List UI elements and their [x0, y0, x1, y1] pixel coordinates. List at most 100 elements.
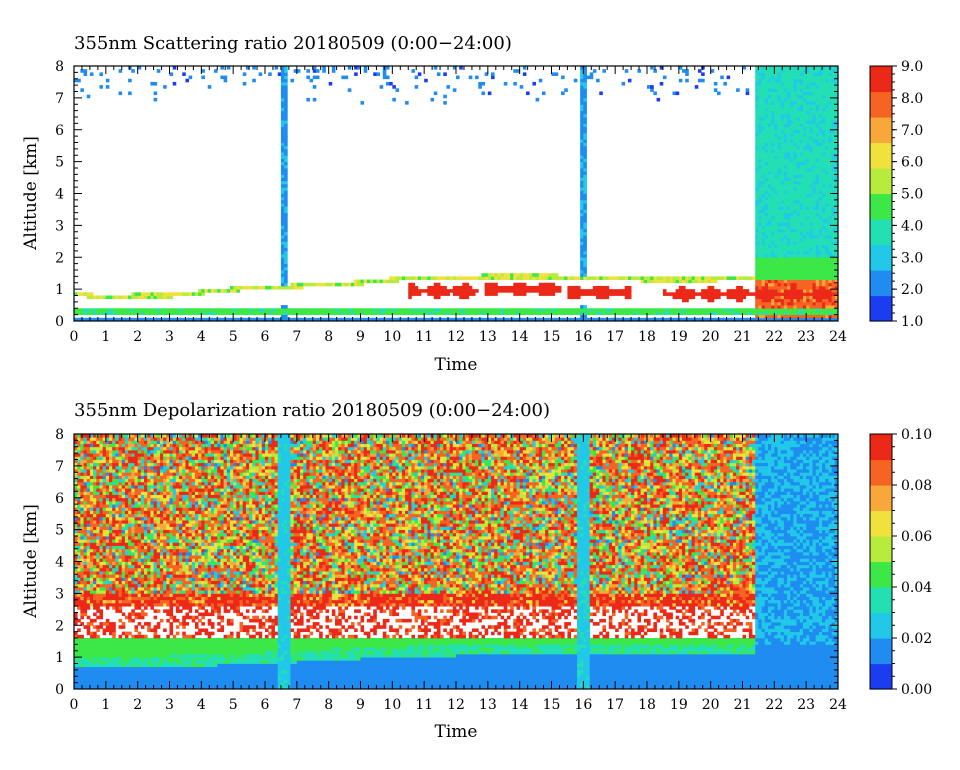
heatmap-cell: [382, 574, 387, 578]
heatmap-cell: [618, 590, 622, 594]
heatmap-cell: [729, 590, 734, 594]
heatmap-cell: [131, 618, 135, 623]
heatmap-cell: [592, 285, 610, 290]
heatmap-cell: [175, 602, 180, 607]
heatmap-cell: [156, 292, 164, 296]
heatmap-cell: [538, 602, 559, 607]
heatmap-cell: [767, 94, 772, 99]
heatmap-cell: [761, 622, 772, 626]
heatmap-cell: [561, 580, 565, 585]
heatmap-cell: [717, 580, 721, 585]
heatmap-cell: [284, 75, 288, 80]
heatmap-cell: [268, 580, 272, 585]
heatmap-cell: [758, 618, 762, 623]
heatmap-cell: [265, 577, 269, 582]
heatmap-cell: [315, 583, 320, 588]
heatmap-cell: [335, 580, 339, 585]
heatmap-cell: [564, 574, 568, 578]
heatmap-cell: [576, 666, 591, 671]
heatmap-cell: [366, 577, 371, 582]
heatmap-cell: [293, 609, 301, 613]
heatmap-cell: [787, 139, 791, 143]
heatmap-cell: [74, 587, 84, 591]
heatmap-cell: [74, 634, 78, 639]
heatmap-cell: [427, 583, 431, 588]
heatmap-cell: [249, 574, 253, 578]
heatmap-cell: [806, 590, 826, 594]
heatmap-cell: [207, 85, 212, 89]
heatmap-cell: [89, 590, 97, 594]
heatmap-cell: [392, 97, 396, 102]
heatmap-cell: [389, 602, 393, 607]
heatmap-cell: [182, 634, 193, 639]
heatmap-cell: [497, 574, 501, 578]
heatmap-cell: [363, 631, 371, 636]
heatmap-cell: [309, 587, 317, 591]
heatmap-cell: [589, 673, 839, 677]
heatmap-cell: [325, 618, 330, 623]
heatmap-cell: [420, 593, 444, 597]
heatmap-cell: [191, 618, 196, 623]
heatmap-cell: [506, 571, 511, 575]
heatmap-cell: [417, 612, 422, 617]
heatmap-cell: [140, 590, 145, 594]
heatmap-cell: [551, 580, 556, 585]
heatmap-cell: [793, 606, 810, 610]
heatmap-cell: [767, 183, 772, 188]
heatmap-cell: [128, 660, 148, 664]
heatmap-cell: [834, 66, 839, 70]
heatmap-cell: [280, 305, 288, 309]
heatmap-cell: [328, 583, 333, 588]
heatmap-cell: [701, 606, 705, 610]
heatmap-cell: [831, 164, 836, 169]
heatmap-cell: [191, 577, 196, 582]
heatmap-cell: [806, 305, 810, 309]
heatmap-cell: [780, 72, 801, 76]
heatmap-cell: [787, 94, 791, 99]
heatmap-cell: [783, 152, 791, 156]
heatmap-cell: [465, 593, 470, 597]
depolarization-ratio-panel: 355nm Depolarization ratio 20180509 (0:0…: [21, 400, 932, 742]
heatmap-cell: [535, 612, 540, 617]
heatmap-cell: [834, 577, 839, 582]
heatmap-cell: [350, 580, 355, 585]
heatmap-cell: [271, 571, 275, 575]
heatmap-cell: [503, 81, 508, 86]
heatmap-cell: [420, 571, 425, 575]
heatmap-cell: [564, 577, 568, 582]
heatmap-cell: [452, 625, 457, 629]
heatmap-cell: [112, 587, 116, 591]
heatmap-cell: [729, 647, 737, 652]
heatmap-cell: [634, 596, 645, 601]
heatmap-cell: [182, 653, 209, 658]
heatmap-cell: [277, 606, 291, 610]
heatmap-cell: [131, 69, 135, 73]
heatmap-cell: [532, 602, 536, 607]
heatmap-cell: [650, 574, 654, 578]
heatmap-cell: [720, 587, 724, 591]
heatmap-cell: [640, 650, 645, 655]
heatmap-cell: [357, 574, 361, 578]
heatmap-cell: [456, 612, 460, 617]
heatmap-cell: [500, 311, 505, 316]
heatmap-cell: [825, 641, 836, 645]
heatmap-cell: [471, 580, 476, 585]
heatmap-cell: [284, 650, 288, 655]
heatmap-cell: [198, 628, 209, 633]
heatmap-cell: [328, 577, 336, 582]
heatmap-cell: [631, 574, 635, 578]
heatmap-cell: [631, 276, 642, 280]
heatmap-cell: [755, 266, 839, 271]
heatmap-cell: [290, 609, 295, 613]
heatmap-cell: [793, 132, 804, 137]
heatmap-cell: [354, 590, 361, 594]
heatmap-cell: [780, 171, 785, 175]
heatmap-cell: [204, 631, 215, 636]
scattering-ratio-panel: 355nm Scattering ratio 20180509 (0:00−24…: [21, 33, 923, 375]
colorbar-swatch: [870, 210, 892, 216]
heatmap-cell: [265, 285, 272, 290]
heatmap-cell: [274, 602, 279, 607]
heatmap-cell: [420, 618, 425, 623]
heatmap-cell: [280, 168, 288, 172]
heatmap-cell: [405, 647, 416, 652]
